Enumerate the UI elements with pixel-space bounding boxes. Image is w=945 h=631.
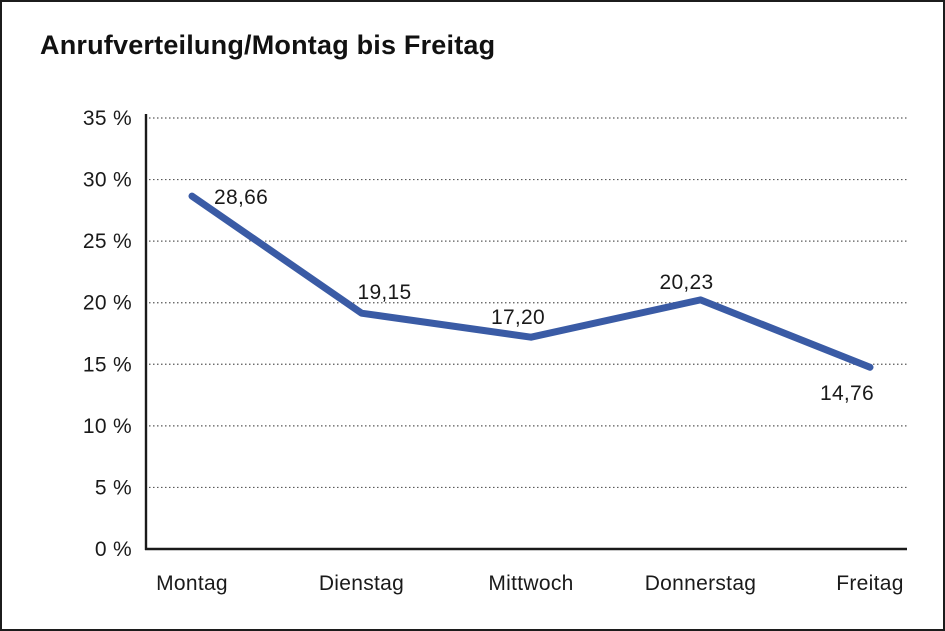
data-point-value-label: 28,66 bbox=[214, 186, 268, 209]
x-axis-category-label: Montag bbox=[156, 572, 228, 595]
x-axis-category-label: Freitag bbox=[836, 572, 903, 595]
y-axis-tick-label: 15 % bbox=[83, 353, 132, 376]
data-point-value-label: 14,76 bbox=[820, 382, 874, 405]
data-point-value-label: 20,23 bbox=[659, 271, 713, 294]
x-axis-category-label: Donnerstag bbox=[645, 572, 757, 595]
x-axis-category-label: Dienstag bbox=[319, 572, 404, 595]
y-axis-tick-label: 10 % bbox=[83, 415, 132, 438]
data-point-value-label: 19,15 bbox=[357, 281, 411, 304]
y-axis-tick-label: 25 % bbox=[83, 230, 132, 253]
y-axis-tick-label: 35 % bbox=[83, 107, 132, 130]
data-point-value-label: 17,20 bbox=[491, 306, 545, 329]
y-axis-tick-label: 30 % bbox=[83, 169, 132, 192]
chart-title: Anrufverteilung/Montag bis Freitag bbox=[40, 30, 496, 60]
y-axis-tick-label: 20 % bbox=[83, 292, 132, 315]
data-line-series bbox=[188, 192, 874, 371]
x-axis-category-label: Mittwoch bbox=[488, 572, 573, 595]
y-axis-tick-label: 5 % bbox=[95, 476, 132, 499]
y-axis-tick-label: 0 % bbox=[95, 538, 132, 561]
